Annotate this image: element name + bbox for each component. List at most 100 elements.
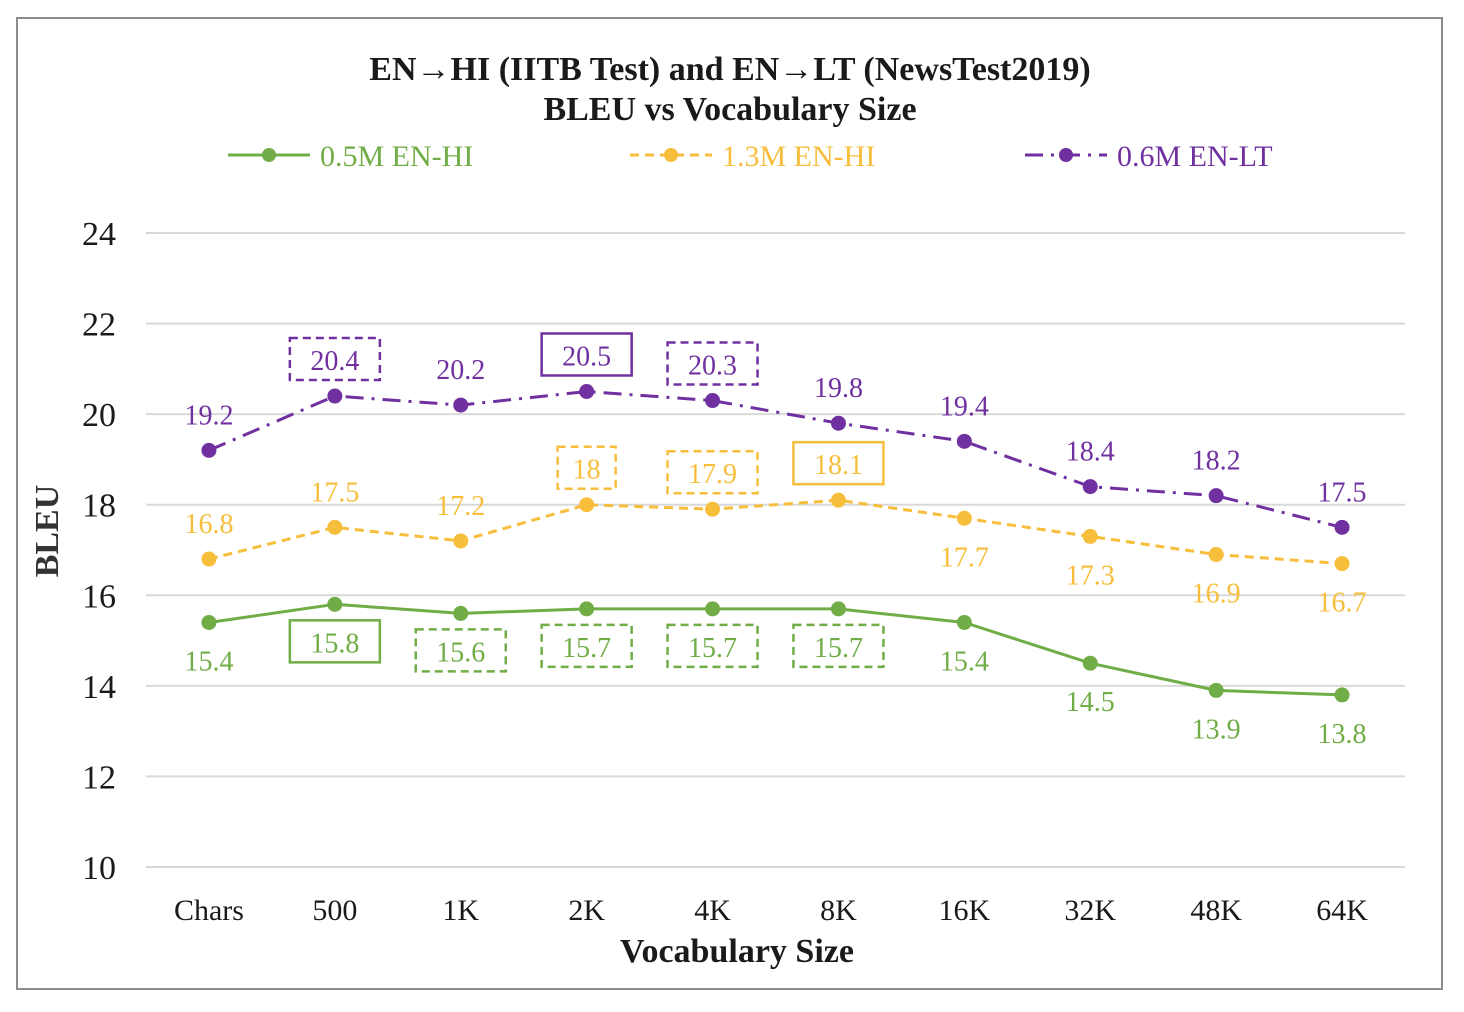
data-point [327, 388, 343, 404]
data-point [201, 551, 217, 567]
data-point [1208, 547, 1224, 563]
data-point [1334, 519, 1350, 535]
series-line [208, 390, 1343, 529]
legend: 0.5M EN-HI 1.3M EN-HI 0.6M EN-LT [228, 140, 1273, 173]
data-point [1334, 556, 1350, 572]
y-tick-label: 20 [82, 397, 116, 434]
x-tick-label: 16K [939, 894, 991, 927]
data-point [705, 393, 721, 409]
data-label-box [540, 332, 633, 377]
data-label-box [540, 623, 633, 669]
series-lines [208, 390, 1343, 697]
data-label: 20.4 [310, 346, 359, 377]
data-label: 19.4 [940, 391, 989, 422]
data-point [830, 492, 846, 508]
data-point [705, 601, 721, 617]
x-tick-label: 2K [568, 894, 605, 927]
data-label: 17.2 [436, 491, 485, 522]
x-tick-label: 48K [1190, 894, 1242, 927]
x-axis-title: Vocabulary Size [620, 933, 854, 970]
data-label: 16.7 [1318, 588, 1367, 619]
data-label: 15.7 [688, 633, 737, 664]
data-label: 18 [573, 455, 601, 486]
data-label-box [666, 341, 759, 386]
y-tick-label: 18 [82, 488, 116, 525]
data-point [453, 533, 469, 549]
data-label: 16.8 [184, 509, 233, 540]
data-point [830, 601, 846, 617]
data-label-box [792, 623, 885, 669]
data-label: 15.7 [814, 633, 863, 664]
data-label: 18.4 [1066, 437, 1115, 468]
chart-frame [16, 17, 1443, 990]
data-label: 20.5 [562, 342, 611, 373]
x-tick-label: 1K [442, 894, 479, 927]
series-line [208, 602, 1343, 697]
data-label: 13.9 [1192, 714, 1241, 745]
x-tick-label: 8K [820, 894, 857, 927]
legend-marker [664, 148, 678, 162]
data-point [956, 433, 972, 449]
data-label-box [556, 445, 617, 490]
data-label: 15.6 [436, 637, 485, 668]
data-label: 15.4 [940, 646, 989, 677]
legend-marker [1059, 148, 1073, 162]
data-point [1334, 687, 1350, 703]
data-label: 17.5 [1318, 477, 1367, 508]
y-axis-ticks: 10 12 14 16 18 20 22 24 [82, 216, 116, 887]
data-point [830, 415, 846, 431]
x-tick-label: 4K [694, 894, 731, 927]
data-label: 16.9 [1192, 579, 1241, 610]
data-label: 17.3 [1066, 560, 1115, 591]
data-label: 14.5 [1066, 687, 1115, 718]
y-tick-label: 16 [82, 578, 116, 615]
y-axis-title: BLEU [29, 485, 66, 578]
data-label: 18.2 [1192, 446, 1241, 477]
x-tick-label: Chars [174, 894, 244, 927]
data-label: 17.5 [310, 477, 359, 508]
chart-title-line2: BLEU vs Vocabulary Size [543, 91, 916, 128]
y-tick-label: 12 [82, 759, 116, 796]
data-point [705, 501, 721, 517]
data-label: 15.4 [184, 646, 233, 677]
data-point [201, 614, 217, 630]
data-point [956, 510, 972, 526]
chart-title-line1: EN→HI (IITB Test) and EN→LT (NewsTest201… [369, 51, 1090, 88]
y-tick-label: 24 [82, 216, 116, 253]
y-tick-label: 22 [82, 307, 116, 344]
data-label: 15.7 [562, 633, 611, 664]
data-point [579, 601, 595, 617]
data-point [327, 519, 343, 535]
data-label-box [666, 623, 759, 669]
legend-label: 1.3M EN-HI [722, 140, 875, 173]
data-point [201, 442, 217, 458]
data-label: 20.3 [688, 351, 737, 382]
data-label: 13.8 [1318, 719, 1367, 750]
y-tick-label: 10 [82, 850, 116, 887]
data-label-box [414, 628, 507, 673]
x-axis-ticks: Chars 500 1K 2K 4K 8K 16K 32K 48K 64K [174, 894, 1368, 927]
data-label: 17.9 [688, 459, 737, 490]
x-tick-label: 32K [1064, 894, 1116, 927]
data-point [1082, 479, 1098, 495]
series-line [208, 498, 1343, 566]
data-point [453, 605, 469, 621]
gridlines [146, 232, 1405, 868]
data-point [1082, 655, 1098, 671]
data-label-box [792, 440, 885, 486]
data-label: 19.2 [184, 400, 233, 431]
data-point [1208, 682, 1224, 698]
data-label: 19.8 [814, 373, 863, 404]
data-labels: 15.4 15.8 15.6 15.7 15.7 15.7 15.4 14.5 13.9 13.8… [184, 332, 1367, 750]
legend-label: 0.5M EN-HI [320, 140, 473, 173]
data-label: 18.1 [814, 450, 863, 481]
data-label: 17.7 [940, 542, 989, 573]
data-label: 15.8 [310, 628, 359, 659]
x-tick-label: 500 [312, 894, 357, 927]
x-tick-label: 64K [1316, 894, 1368, 927]
data-point [1082, 528, 1098, 544]
y-tick-label: 14 [82, 669, 116, 706]
data-label: 20.2 [436, 355, 485, 386]
data-point [327, 596, 343, 612]
